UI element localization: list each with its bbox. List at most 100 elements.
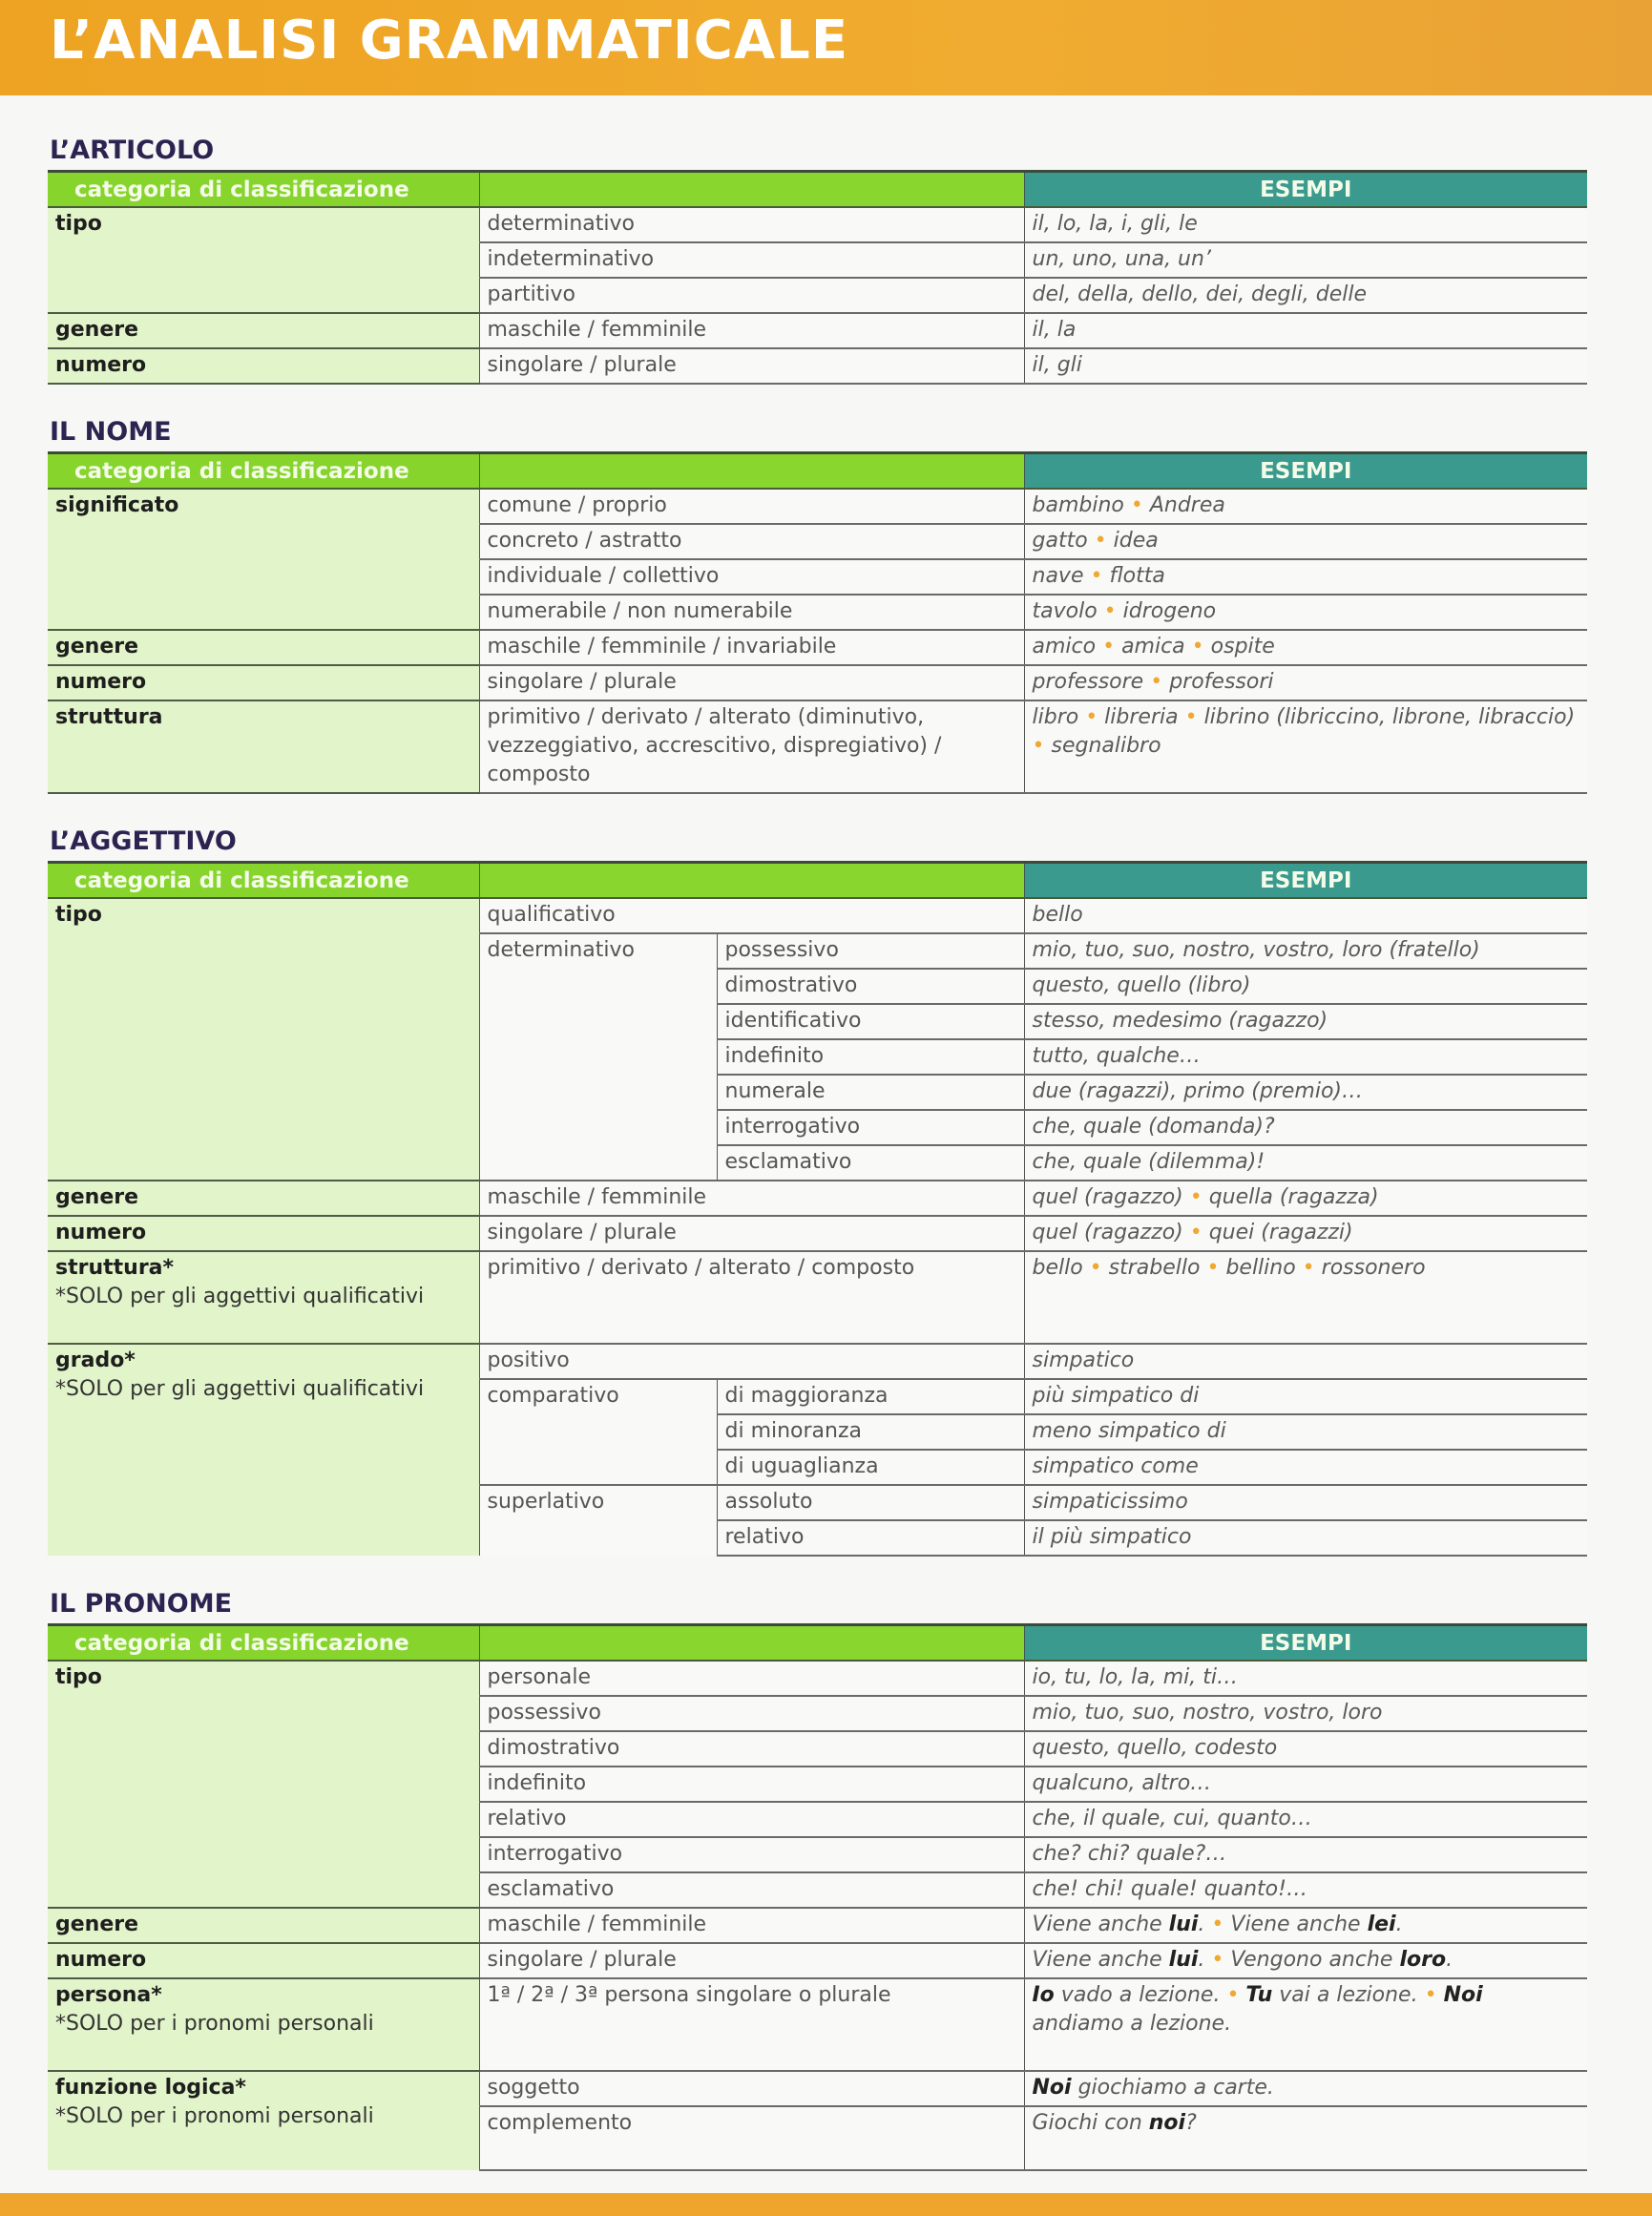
examples-cell: Io vado a lezione. • Tu vai a lezione. •…: [1024, 1977, 1587, 2071]
category-label: grado*: [55, 1348, 136, 1372]
header-row: categoria di classificazione ESEMPI: [48, 861, 1587, 899]
subsubtype-cell: di minoranza: [717, 1413, 1025, 1450]
bottom-band: [0, 2193, 1652, 2216]
table-row: interrogativo che? chi? quale?…: [48, 1836, 1587, 1872]
example-text: il, gli: [1032, 353, 1082, 377]
example-text: quella (ragazza): [1208, 1185, 1379, 1209]
examples-cell: il, la: [1024, 312, 1587, 348]
category-note: *SOLO per i pronomi personali: [55, 2012, 374, 2036]
bullet-separator: •: [1096, 635, 1122, 659]
example-bold-text: Noi: [1032, 2076, 1072, 2100]
subtype-cell: interrogativo: [479, 1836, 1025, 1872]
table-row: numero singolare / plurale Viene anche lui…: [48, 1942, 1587, 1978]
example-text: questo, quello (libro): [1032, 973, 1251, 997]
examples-cell: gatto • idea: [1024, 523, 1587, 559]
header-category: categoria di classificazione: [48, 451, 479, 490]
category-cell: tipo: [48, 206, 480, 313]
subtype-cell: superlativo: [479, 1484, 718, 1556]
table-row: grado* *SOLO per gli aggettivi qualificat…: [48, 1343, 1587, 1556]
example-text: che! chi! quale! quanto!…: [1032, 1877, 1307, 1901]
subtype-cell: singolare / plurale: [479, 347, 1025, 385]
bullet-separator: •: [1200, 1256, 1226, 1280]
example-text: quel (ragazzo): [1032, 1221, 1183, 1244]
examples-cell: che, il quale, cui, quanto…: [1024, 1801, 1587, 1837]
examples-cell: un, uno, una, un’: [1024, 241, 1587, 278]
example-text: simpatico: [1032, 1348, 1135, 1372]
category-note: *SOLO per i pronomi personali: [55, 2104, 374, 2128]
table-row: genere maschile / femminile quel (ragazzo)…: [48, 1180, 1587, 1216]
example-text: .: [1395, 1913, 1403, 1936]
example-text: simpatico come: [1032, 1454, 1199, 1478]
subtype-cell: possessivo: [479, 1695, 1025, 1731]
examples-cell: nave • flotta: [1024, 558, 1587, 595]
example-text: che, quale (dilemma)!: [1032, 1150, 1265, 1174]
bullet-separator: •: [1178, 705, 1204, 729]
bullet-separator: •: [1184, 635, 1211, 659]
subtype-cell: determinativo: [479, 932, 718, 1181]
bullet-separator: •: [1143, 670, 1170, 694]
subtype-cell: singolare / plurale: [479, 1942, 1025, 1978]
example-text: flotta: [1109, 564, 1165, 588]
example-text: andiamo a lezione.: [1032, 2012, 1232, 2036]
table-row: tipo personale io, tu, lo, la, mi, ti…: [48, 1660, 1587, 1908]
examples-cell: stesso, medesimo (ragazzo): [1024, 1003, 1587, 1039]
bullet-separator: •: [1182, 1221, 1209, 1244]
table-row: numero singolare / plurale quel (ragazzo) …: [48, 1215, 1587, 1251]
table-row: numerale due (ragazzi), primo (premio)…: [48, 1074, 1587, 1110]
example-text: tutto, qualche…: [1032, 1044, 1201, 1068]
subsubtype-cell: identificativo: [717, 1003, 1025, 1039]
subtype-cell: maschile / femminile: [479, 312, 1025, 348]
example-text: mio, tuo, suo, nostro, vostro, loro: [1032, 1701, 1383, 1725]
examples-cell: simpatico come: [1024, 1449, 1587, 1485]
table-row: complemento Giochi con noi?: [48, 2105, 1587, 2171]
table-row: determinativo possessivo mio, tuo, suo, no…: [48, 932, 1587, 1181]
category-cell: genere: [48, 1907, 480, 1943]
example-text: simpaticissimo: [1032, 1490, 1188, 1514]
subtype-cell: relativo: [479, 1801, 1025, 1837]
table-row: partitivo del, della, dello, dei, degli, …: [48, 277, 1587, 313]
table-row: possessivo mio, tuo, suo, nostro, vostro,…: [48, 1695, 1587, 1731]
example-text: librino (libriccino, librone, libraccio): [1203, 705, 1576, 729]
category-label: tipo: [55, 903, 102, 927]
category-label: funzione logica*: [55, 2076, 246, 2100]
subtype-cell: indefinito: [479, 1766, 1025, 1802]
category-cell: funzione logica* *SOLO per i pronomi pers…: [48, 2070, 480, 2170]
example-text: segnalibro: [1051, 734, 1161, 758]
section-3: IL PRONOME categoria di classificazione ES…: [48, 1587, 1587, 2171]
table-row: persona* *SOLO per i pronomi personali 1ª …: [48, 1977, 1587, 2071]
category-label: genere: [55, 635, 139, 659]
examples-cell: mio, tuo, suo, nostro, vostro, loro: [1024, 1695, 1587, 1731]
subtype-cell: partitivo: [479, 277, 1025, 313]
example-text: amico: [1032, 635, 1097, 659]
category-cell: significato: [48, 488, 480, 630]
header-blank: [478, 1623, 1024, 1662]
subsubtype-cell: possessivo: [717, 932, 1025, 969]
subtype-cell: maschile / femminile: [479, 1907, 1025, 1943]
examples-cell: il, lo, la, i, gli, le: [1024, 206, 1587, 242]
table-body: tipo qualificativo bello determinativo posse…: [48, 897, 1587, 1557]
bullet-separator: •: [1220, 1983, 1246, 2007]
classification-table: categoria di classificazione ESEMPI tipo de…: [48, 170, 1587, 385]
category-cell: genere: [48, 629, 480, 665]
example-bold-text: lei: [1367, 1913, 1396, 1936]
example-text: bambino: [1032, 493, 1124, 517]
subtype-cell: indeterminativo: [479, 241, 1025, 278]
table-row: numero singolare / plurale professore • pr…: [48, 664, 1587, 700]
table-row: relativo che, il quale, cui, quanto…: [48, 1801, 1587, 1837]
subsubtype-cell: indefinito: [717, 1038, 1025, 1075]
table-row: indefinito qualcuno, altro…: [48, 1766, 1587, 1802]
category-cell: struttura: [48, 700, 480, 794]
subtype-cell: primitivo / derivato / alterato / compos…: [479, 1250, 1025, 1344]
example-text: strabello: [1108, 1256, 1201, 1280]
header-category: categoria di classificazione: [48, 861, 479, 899]
category-label: numero: [55, 353, 147, 377]
subsubtype-cell: interrogativo: [717, 1109, 1025, 1145]
subtype-cell: maschile / femminile / invariabile: [479, 629, 1025, 665]
category-label: numero: [55, 670, 147, 694]
example-text: Viene anche: [1230, 1913, 1368, 1936]
table-row: genere maschile / femminile / invariabile…: [48, 629, 1587, 665]
example-text: amica: [1121, 635, 1185, 659]
examples-cell: che? chi? quale?…: [1024, 1836, 1587, 1872]
example-text: il, lo, la, i, gli, le: [1032, 212, 1198, 236]
examples-cell: più simpatico di: [1024, 1378, 1587, 1414]
